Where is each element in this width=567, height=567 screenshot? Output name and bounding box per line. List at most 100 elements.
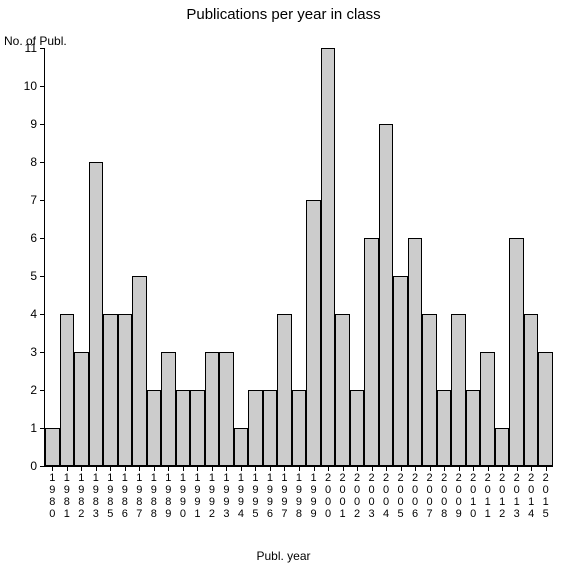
y-tick-label: 6 xyxy=(30,231,37,245)
bar xyxy=(45,428,60,466)
x-tick-label: 2010 xyxy=(466,472,481,520)
bar xyxy=(205,352,220,466)
bar xyxy=(176,390,191,466)
bar xyxy=(306,200,321,466)
x-tick-label: 2011 xyxy=(480,472,495,520)
y-tick xyxy=(40,162,45,163)
x-tick xyxy=(328,466,329,471)
x-tick-label: 2003 xyxy=(364,472,379,520)
x-tick xyxy=(125,466,126,471)
bar xyxy=(495,428,510,466)
y-tick xyxy=(40,276,45,277)
x-axis-label: Publ. year xyxy=(0,549,567,563)
bar xyxy=(277,314,292,466)
x-tick xyxy=(139,466,140,471)
x-tick xyxy=(314,466,315,471)
x-tick xyxy=(546,466,547,471)
x-tick-label: 2014 xyxy=(524,472,539,520)
bar xyxy=(437,390,452,466)
x-tick-label: 1981 xyxy=(60,472,75,520)
x-tick xyxy=(343,466,344,471)
x-tick xyxy=(52,466,53,471)
x-tick-label: 1998 xyxy=(292,472,307,520)
bar xyxy=(350,390,365,466)
x-tick-label: 2009 xyxy=(451,472,466,520)
y-tick-label: 9 xyxy=(30,117,37,131)
bar xyxy=(219,352,234,466)
y-tick-label: 7 xyxy=(30,193,37,207)
x-tick xyxy=(415,466,416,471)
x-tick xyxy=(401,466,402,471)
x-tick-label: 2005 xyxy=(393,472,408,520)
bar xyxy=(393,276,408,466)
bar xyxy=(451,314,466,466)
bar xyxy=(118,314,133,466)
y-tick-label: 5 xyxy=(30,269,37,283)
x-tick-label: 1993 xyxy=(219,472,234,520)
x-tick-label: 1991 xyxy=(190,472,205,520)
x-tick-label: 2012 xyxy=(495,472,510,520)
x-tick xyxy=(154,466,155,471)
x-tick-label: 1985 xyxy=(103,472,118,520)
y-tick xyxy=(40,86,45,87)
y-tick xyxy=(40,48,45,49)
x-tick xyxy=(212,466,213,471)
x-tick-label: 1994 xyxy=(234,472,249,520)
bar xyxy=(524,314,539,466)
x-tick xyxy=(110,466,111,471)
bar xyxy=(379,124,394,466)
y-tick xyxy=(40,124,45,125)
x-tick-label: 2013 xyxy=(509,472,524,520)
x-tick-label: 2006 xyxy=(408,472,423,520)
x-tick-label: 2002 xyxy=(350,472,365,520)
x-tick xyxy=(517,466,518,471)
x-tick xyxy=(502,466,503,471)
x-tick xyxy=(255,466,256,471)
bar xyxy=(263,390,278,466)
x-tick-label: 2004 xyxy=(379,472,394,520)
y-tick xyxy=(40,466,45,467)
x-tick xyxy=(473,466,474,471)
bar xyxy=(60,314,75,466)
x-tick xyxy=(459,466,460,471)
y-tick-label: 8 xyxy=(30,155,37,169)
y-tick xyxy=(40,200,45,201)
x-tick-label: 1986 xyxy=(118,472,133,520)
y-tick xyxy=(40,390,45,391)
x-tick xyxy=(197,466,198,471)
bar xyxy=(538,352,553,466)
y-tick-label: 4 xyxy=(30,307,37,321)
x-tick-label: 2001 xyxy=(335,472,350,520)
chart-title: Publications per year in class xyxy=(0,6,567,23)
x-tick xyxy=(531,466,532,471)
bar xyxy=(248,390,263,466)
bar xyxy=(74,352,89,466)
bar xyxy=(335,314,350,466)
x-tick xyxy=(270,466,271,471)
bar xyxy=(147,390,162,466)
x-tick xyxy=(183,466,184,471)
x-tick-label: 1996 xyxy=(263,472,278,520)
x-tick-label: 2000 xyxy=(321,472,336,520)
x-tick-label: 1989 xyxy=(161,472,176,520)
bar xyxy=(103,314,118,466)
bar xyxy=(161,352,176,466)
x-tick-label: 1983 xyxy=(89,472,104,520)
bar xyxy=(132,276,147,466)
x-tick-label: 2007 xyxy=(422,472,437,520)
bar xyxy=(480,352,495,466)
x-tick-label: 1999 xyxy=(306,472,321,520)
x-tick-label: 1997 xyxy=(277,472,292,520)
bar xyxy=(364,238,379,466)
x-tick xyxy=(444,466,445,471)
bar xyxy=(321,48,336,466)
bar xyxy=(408,238,423,466)
bar xyxy=(190,390,205,466)
x-tick-label: 2015 xyxy=(538,472,553,520)
y-tick-label: 3 xyxy=(30,345,37,359)
x-tick xyxy=(226,466,227,471)
bar xyxy=(234,428,249,466)
x-tick-label: 1982 xyxy=(74,472,89,520)
chart-container: Publications per year in class No. of Pu… xyxy=(0,0,567,567)
x-tick xyxy=(372,466,373,471)
